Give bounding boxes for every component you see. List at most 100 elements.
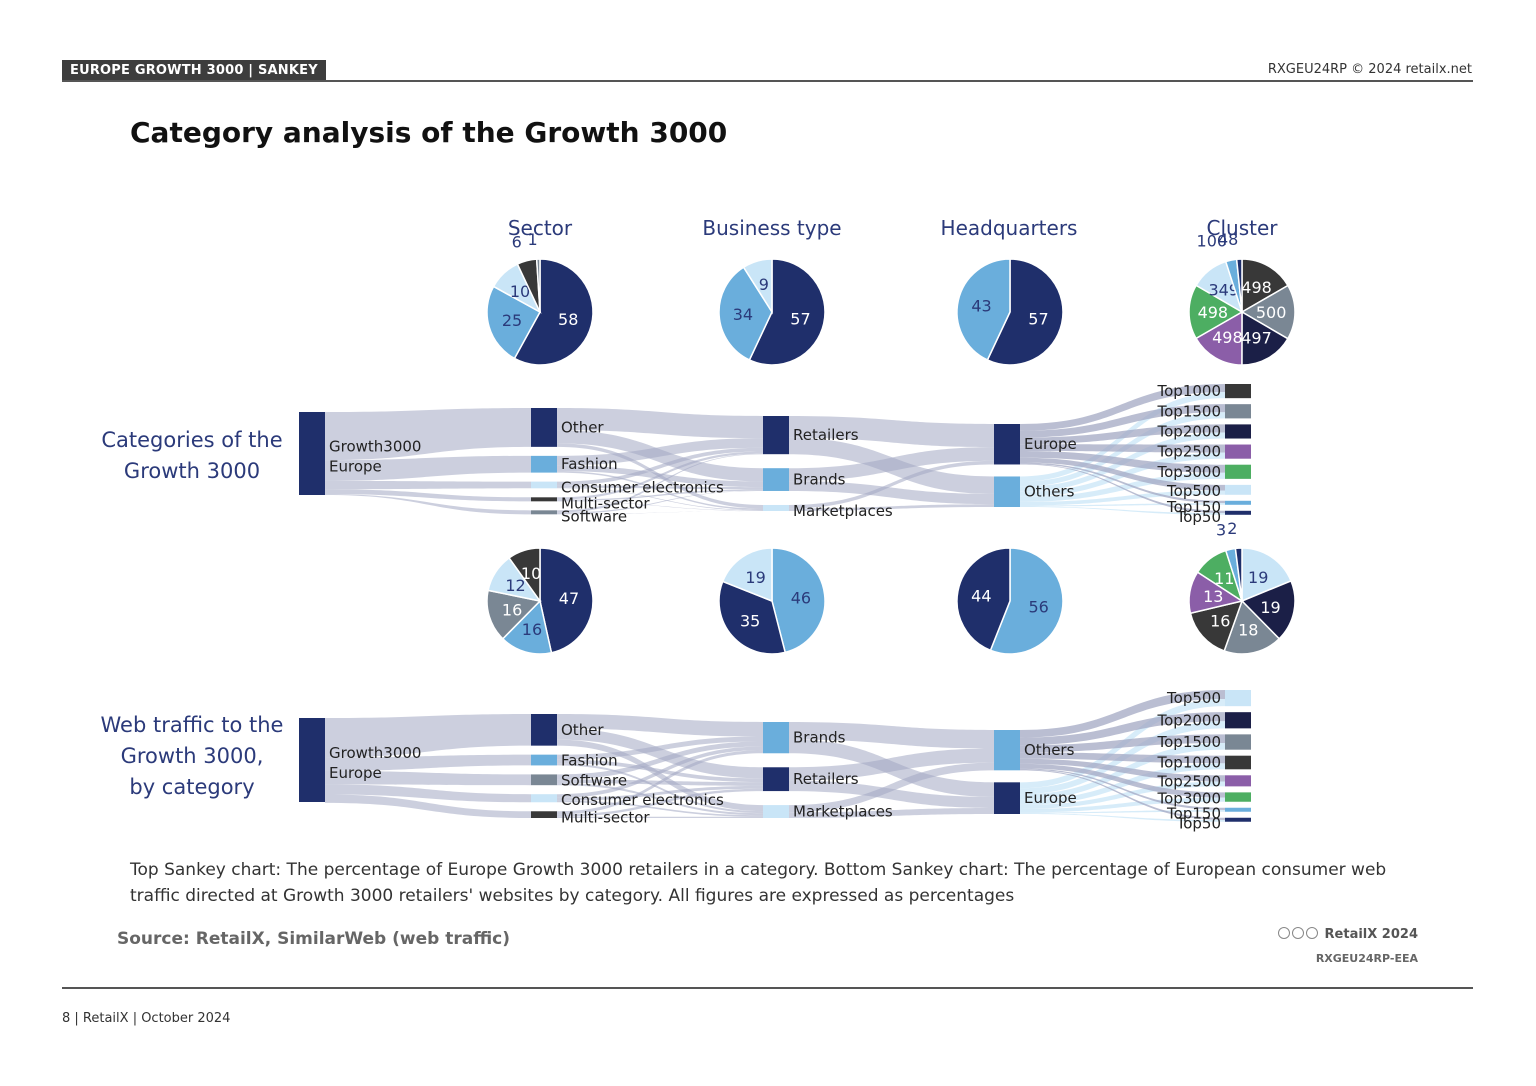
node-label: Top150 xyxy=(1166,805,1221,823)
sankey-node xyxy=(1225,424,1251,439)
node-label: Others xyxy=(1024,483,1075,501)
pie-value-label: 497 xyxy=(1241,328,1272,347)
pie-value-label: 47 xyxy=(559,589,579,608)
pie-value-label: 11 xyxy=(1214,569,1234,588)
sankey-node xyxy=(1225,817,1251,822)
pie-slice xyxy=(718,580,787,655)
sankey-flow xyxy=(557,451,763,500)
pie-value-label: 16 xyxy=(522,620,542,639)
report-code: RXGEU24RP © 2024 retailx.net xyxy=(1267,62,1472,77)
pie-slice xyxy=(1195,310,1243,366)
sankey-flow xyxy=(1020,490,1225,506)
nd-icon xyxy=(1306,927,1318,939)
pie-value-label: 12 xyxy=(505,576,525,595)
row-title: Growth 3000 xyxy=(124,459,260,483)
sankey-flow xyxy=(325,754,531,771)
sankey-flow xyxy=(557,816,763,818)
sankey-node xyxy=(1225,755,1251,770)
sankey-node xyxy=(1225,775,1251,787)
sankey-flow xyxy=(789,748,994,781)
sankey-flow xyxy=(789,447,994,482)
pie-slice xyxy=(721,547,773,603)
pie-value-label: 16 xyxy=(1210,611,1230,630)
pie-slice xyxy=(1189,599,1244,652)
pie-value-label: 10 xyxy=(510,282,530,301)
by-icon xyxy=(1292,927,1304,939)
sankey-node xyxy=(1225,484,1251,495)
sankey-node xyxy=(1225,734,1251,750)
pie-value-label: 13 xyxy=(1203,587,1223,606)
credit-code: RXGEU24RP-EEA xyxy=(1315,952,1418,965)
sankey-flow xyxy=(1020,463,1225,514)
node-label: Top2500 xyxy=(1157,772,1222,790)
section-tag: EUROPE GROWTH 3000 | SANKEY xyxy=(62,60,326,82)
sankey-flow xyxy=(1020,809,1225,814)
pie-value-label: 57 xyxy=(1028,309,1048,328)
sankey-flow xyxy=(325,489,531,502)
sankey-flow xyxy=(557,736,763,760)
pie-slice xyxy=(1234,547,1243,602)
pie-value-label: 43 xyxy=(971,297,991,316)
node-label: Top3000 xyxy=(1157,789,1222,807)
sankey-flow xyxy=(557,800,763,817)
node-label: Marketplaces xyxy=(793,803,893,821)
pie-value-label: 500 xyxy=(1256,303,1287,322)
sankey-node xyxy=(994,782,1020,814)
row-title: by category xyxy=(129,775,254,799)
pie-slice xyxy=(956,258,1011,361)
sankey-flow xyxy=(1020,763,1225,798)
pie-slice xyxy=(486,285,542,360)
pie-slice xyxy=(535,258,541,313)
sankey-flow xyxy=(325,784,531,803)
node-label: Software xyxy=(561,771,627,789)
node-label: Retailers xyxy=(793,770,859,788)
pie-value-label: 9 xyxy=(759,275,769,294)
sankey-flow xyxy=(557,741,763,780)
pie-slice xyxy=(501,599,553,655)
pie-slice xyxy=(742,258,773,315)
sankey-flow xyxy=(1020,384,1225,431)
sankey-flow xyxy=(1020,404,1225,438)
pie-value-label: 46 xyxy=(791,588,811,607)
node-label: Top150 xyxy=(1166,498,1221,516)
page-title: Category analysis of the Growth 3000 xyxy=(130,116,728,149)
source-label: Growth3000 xyxy=(329,438,421,456)
sankey-flow xyxy=(557,487,763,511)
sankey-node xyxy=(1225,807,1251,812)
sankey-flow xyxy=(325,770,531,786)
sankey-flow xyxy=(1020,506,1225,515)
node-label: Top2000 xyxy=(1157,711,1222,729)
sankey-flow xyxy=(789,780,994,808)
sankey-flow xyxy=(1020,457,1225,491)
pie-value-label: 19 xyxy=(745,568,765,587)
node-label: Europe xyxy=(1024,789,1077,807)
credit-label: RetailX 2024 xyxy=(1324,927,1418,942)
node-label: Top2500 xyxy=(1157,443,1222,461)
pie-value-label: 498 xyxy=(1198,303,1229,322)
sankey-flow xyxy=(789,416,994,448)
sankey-flow xyxy=(1020,734,1225,753)
sankey-flow xyxy=(1020,462,1225,504)
credit: RetailX 2024 xyxy=(1278,927,1418,942)
pie-value-label: 10 xyxy=(521,564,541,583)
sankey-flow xyxy=(325,714,531,758)
sankey-node xyxy=(763,468,789,491)
sankey-node xyxy=(1225,500,1251,505)
chart-caption: Top Sankey chart: The percentage of Euro… xyxy=(130,860,1387,906)
sankey-node xyxy=(1225,404,1251,419)
pie-value-label: 19 xyxy=(1248,568,1268,587)
sankey-node xyxy=(531,481,557,489)
sankey-flow xyxy=(1020,768,1225,810)
sankey-flow xyxy=(557,783,763,816)
sankey-flow xyxy=(325,480,531,490)
sankey-node xyxy=(994,730,1020,771)
pie-slice xyxy=(1241,547,1293,603)
sankey-node xyxy=(1225,690,1251,707)
sankey-node xyxy=(531,497,557,502)
sankey-flow xyxy=(557,728,763,779)
node-label: Consumer electronics xyxy=(561,479,724,497)
sankey-flow xyxy=(557,746,763,798)
